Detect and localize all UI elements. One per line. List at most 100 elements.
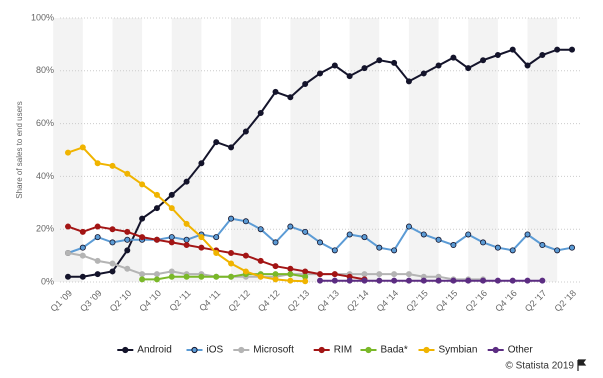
legend-item[interactable]: Other	[487, 345, 534, 356]
data-point	[168, 191, 175, 198]
data-point	[494, 244, 501, 251]
x-tick-label: Q2 '12	[226, 288, 252, 314]
data-point	[124, 247, 131, 254]
data-point	[228, 249, 235, 256]
data-point	[331, 247, 338, 254]
data-point	[302, 228, 309, 235]
x-tick-label: Q4 '14	[375, 288, 401, 314]
data-point	[376, 244, 383, 251]
legend-item[interactable]: Symbian	[418, 345, 478, 356]
y-tick-label: 60%	[36, 118, 54, 128]
data-point	[435, 62, 442, 69]
data-point	[65, 149, 72, 156]
data-point	[361, 271, 368, 278]
data-point	[391, 59, 398, 66]
data-point	[361, 277, 368, 284]
data-point	[183, 178, 190, 185]
data-point	[153, 236, 160, 243]
data-point	[376, 271, 383, 278]
background-stripe	[290, 18, 320, 282]
legend-item[interactable]: Bada*	[360, 345, 408, 356]
data-point	[465, 65, 472, 72]
data-point	[257, 110, 264, 117]
data-point	[391, 247, 398, 254]
data-point	[257, 257, 264, 264]
legend-item[interactable]: iOS	[186, 345, 224, 356]
legend-item[interactable]: RIM	[313, 345, 352, 356]
x-tick-label: Q4 '12	[256, 288, 282, 314]
data-point	[331, 62, 338, 69]
data-point	[287, 271, 294, 278]
data-point	[124, 228, 131, 235]
data-point	[361, 65, 368, 72]
data-point	[272, 271, 279, 278]
data-point	[124, 236, 131, 243]
data-point	[79, 244, 86, 251]
data-point	[65, 273, 72, 280]
x-tick-label: Q2 '10	[108, 288, 134, 314]
legend-item[interactable]: Microsoft	[233, 345, 294, 356]
legend-label: iOS	[207, 345, 224, 356]
data-point	[153, 271, 160, 278]
data-point	[94, 257, 101, 264]
legend-label: Microsoft	[253, 345, 294, 356]
data-point	[139, 181, 146, 188]
data-point	[302, 278, 309, 285]
data-point	[316, 271, 323, 278]
data-point	[213, 273, 220, 280]
background-stripe	[408, 18, 439, 282]
legend-item[interactable]: Android	[117, 345, 172, 356]
legend: Android iOS Microsoft RIM Bada* Symbian Other	[117, 345, 533, 356]
data-point	[153, 205, 160, 212]
data-point	[316, 70, 323, 77]
background-stripe	[349, 18, 380, 282]
x-tick-label: Q4 '16	[493, 288, 519, 314]
data-point	[405, 277, 412, 284]
y-tick-label: 80%	[36, 65, 54, 75]
data-point	[168, 273, 175, 280]
source: © Statista 2019	[505, 361, 574, 372]
data-point	[480, 57, 487, 64]
data-point	[420, 70, 427, 77]
data-point	[213, 249, 220, 256]
data-point	[79, 273, 86, 280]
data-point	[79, 228, 86, 235]
data-point	[168, 234, 175, 241]
y-tick-label: 40%	[36, 171, 54, 181]
data-point	[524, 231, 531, 238]
data-point	[109, 162, 116, 169]
data-point	[198, 160, 205, 167]
data-point	[480, 277, 487, 284]
data-point	[465, 277, 472, 284]
data-point	[242, 218, 249, 225]
data-point	[168, 268, 175, 275]
data-point	[405, 78, 412, 85]
x-tick-label: Q2 '14	[345, 288, 371, 314]
data-point	[420, 231, 427, 238]
data-point	[272, 263, 279, 270]
background-stripe	[231, 18, 261, 282]
x-tick-label: Q4 '11	[197, 288, 222, 313]
legend-label: Symbian	[439, 345, 478, 356]
data-point	[242, 128, 249, 135]
data-point	[287, 94, 294, 101]
flag-icon	[577, 359, 587, 371]
data-point	[346, 73, 353, 80]
data-point	[450, 242, 457, 249]
data-point	[554, 247, 561, 254]
legend-swatch-marker	[365, 346, 372, 354]
data-point	[228, 215, 235, 222]
data-point	[391, 277, 398, 284]
data-point	[509, 277, 516, 284]
x-tick-label: Q4 '13	[315, 288, 341, 314]
data-point	[109, 226, 116, 233]
data-point	[450, 54, 457, 61]
data-point	[524, 277, 531, 284]
x-tick-label: Q2 '17	[523, 288, 549, 314]
legend-label: Bada*	[381, 345, 408, 356]
data-point	[287, 223, 294, 230]
data-point	[183, 242, 190, 249]
data-point	[405, 271, 412, 278]
data-point	[183, 220, 190, 227]
data-point	[257, 273, 264, 280]
